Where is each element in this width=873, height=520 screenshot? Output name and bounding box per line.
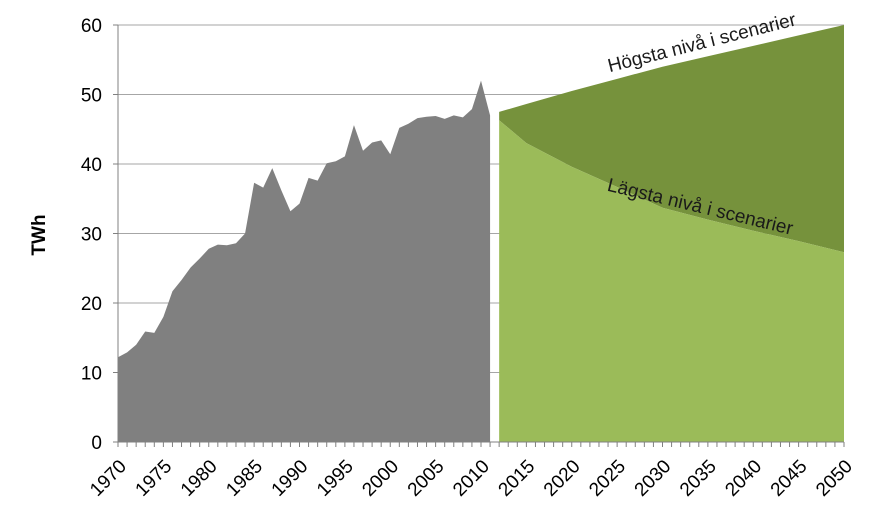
historical-area xyxy=(118,80,491,442)
y-tick-label: 0 xyxy=(91,433,102,454)
x-tick-label: 2035 xyxy=(676,456,721,501)
y-tick-labels: 0 10 20 30 40 50 60 xyxy=(81,16,102,454)
x-tick-label: 2020 xyxy=(540,456,585,501)
x-tick-label: 2030 xyxy=(631,456,676,501)
y-tick-label: 40 xyxy=(81,155,102,176)
x-tick-label: 2045 xyxy=(767,456,812,501)
x-tick-label: 2010 xyxy=(449,456,494,501)
y-tick-label: 30 xyxy=(81,225,102,246)
x-tick-label: 2005 xyxy=(404,456,449,501)
x-tick-labels: 1970 1975 1980 1985 1990 1995 2000 2005 2010 2015… xyxy=(86,456,857,501)
x-tick-label: 2000 xyxy=(358,456,403,501)
y-tick-label: 20 xyxy=(81,294,102,315)
x-tick-label: 1970 xyxy=(86,456,131,501)
y-axis-title: TWh xyxy=(29,214,50,255)
x-tick-label: 2015 xyxy=(495,456,540,501)
x-tick-label: 1975 xyxy=(132,456,177,501)
x-tick-label: 1995 xyxy=(313,456,358,501)
x-tick-label: 1990 xyxy=(268,456,313,501)
high-scenario-band xyxy=(499,25,844,253)
y-tick-label: 10 xyxy=(81,364,102,385)
x-tick-label: 2050 xyxy=(812,456,857,501)
low-scenario-band xyxy=(499,120,844,442)
x-tick-label: 1980 xyxy=(177,456,222,501)
x-tick-label: 1985 xyxy=(222,456,267,501)
y-tick-label: 60 xyxy=(81,16,102,37)
y-tick-label: 50 xyxy=(81,86,102,107)
axes xyxy=(113,24,845,447)
chart-areas xyxy=(118,25,844,442)
x-tick-label: 2040 xyxy=(721,456,766,501)
x-tick-label: 2025 xyxy=(585,456,630,501)
